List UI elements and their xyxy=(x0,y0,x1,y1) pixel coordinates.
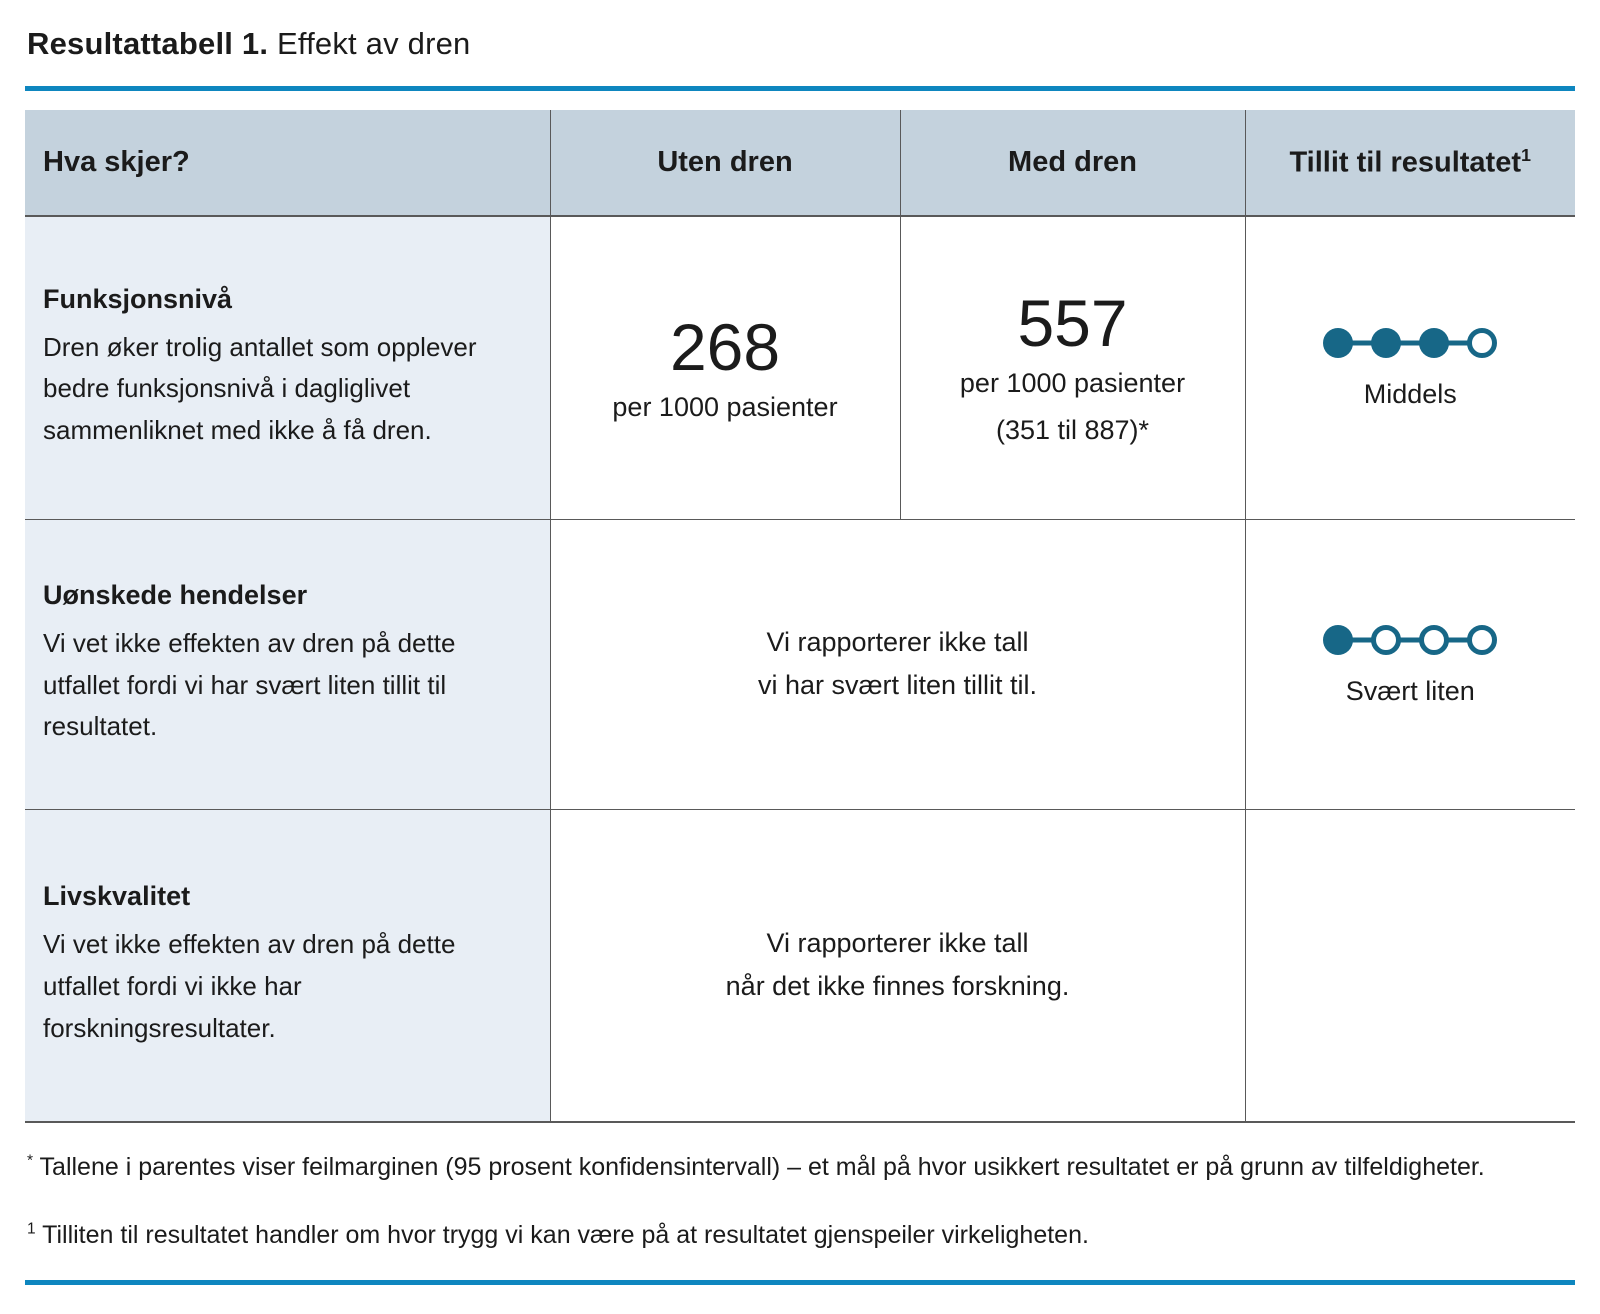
results-table: Hva skjer? Uten dren Med dren Tillit til… xyxy=(25,110,1575,1123)
no-research-note-cell: Vi rapporterer ikke tall når det ikke fi… xyxy=(550,809,1245,1123)
table-row-funksjonsniva: Funksjonsnivå Dren øker trolig antallet … xyxy=(25,216,1576,520)
page-title: Resultattabell 1. Effekt av dren xyxy=(27,26,1575,62)
table-number-label: Resultattabell 1. xyxy=(27,26,269,61)
footnote-one: 1 Tilliten til resultatet handler om hvo… xyxy=(27,1220,1089,1249)
outcome-cell-livskvalitet: Livskvalitet Vi vet ikke effekten av dre… xyxy=(25,809,551,1123)
footnote-asterisk: * Tallene i parentes viser feilmarginen … xyxy=(27,1152,1485,1181)
table-row-uonskede-hendelser: Uønskede hendelser Vi vet ikke effekten … xyxy=(25,519,1576,810)
without-drain-value-cell: 268 per 1000 pasienter xyxy=(550,216,901,520)
footnote-marker-1: 1 xyxy=(1521,145,1531,166)
confidence-label: Middels xyxy=(1363,379,1457,410)
table-subtitle: Effekt av dren xyxy=(276,26,471,61)
note-line-2: når det ikke finnes forskning. xyxy=(725,971,1070,1002)
confidence-dots-icon xyxy=(1246,325,1576,361)
outcome-description: Vi vet ikke effekten av dren på dette ut… xyxy=(43,628,456,742)
outcome-cell-funksjonsniva: Funksjonsnivå Dren øker trolig antallet … xyxy=(25,216,551,520)
with-drain-unit: per 1000 pasienter xyxy=(959,368,1186,399)
no-numbers-note-cell: Vi rapporterer ikke tall vi har svært li… xyxy=(550,519,1245,810)
footnote-one-marker: 1 xyxy=(27,1220,36,1238)
confidence-interval: (351 til 887)* xyxy=(995,415,1150,446)
outcome-heading: Funksjonsnivå xyxy=(43,283,233,314)
accent-rule-top xyxy=(25,86,1575,91)
footnote-asterisk-marker: * xyxy=(27,1152,34,1170)
outcome-cell-uonskede-hendelser: Uønskede hendelser Vi vet ikke effekten … xyxy=(25,519,551,810)
table-row-livskvalitet: Livskvalitet Vi vet ikke effekten av dre… xyxy=(25,809,1575,1123)
confidence-cell-funksjonsniva: Middels xyxy=(1244,216,1576,520)
outcome-description: Vi vet ikke effekten av dren på dette ut… xyxy=(43,929,456,1043)
column-header-with-drain: Med dren xyxy=(900,110,1245,217)
note-line-1: Vi rapporterer ikke tall xyxy=(766,626,1029,657)
column-header-what-happens: Hva skjer? xyxy=(25,110,551,217)
table-header-row: Hva skjer? Uten dren Med dren Tillit til… xyxy=(25,110,1575,217)
confidence-cell-uonskede-hendelser: Svært liten xyxy=(1244,519,1576,810)
note-line-1: Vi rapporterer ikke tall xyxy=(766,928,1029,959)
without-drain-value: 268 xyxy=(669,309,781,384)
outcome-heading: Uønskede hendelser xyxy=(43,580,308,611)
with-drain-value-cell: 557 per 1000 pasienter (351 til 887)* xyxy=(900,216,1245,520)
with-drain-value: 557 xyxy=(1017,286,1128,361)
column-header-confidence: Tillit til resultatet1 xyxy=(1244,110,1575,217)
confidence-label: Svært liten xyxy=(1345,675,1475,706)
confidence-cell-livskvalitet-empty xyxy=(1244,809,1575,1123)
accent-rule-bottom xyxy=(25,1280,1575,1285)
note-line-2: vi har svært liten tillit til. xyxy=(757,670,1038,700)
without-drain-unit: per 1000 pasienter xyxy=(612,391,838,422)
confidence-dots-icon xyxy=(1246,622,1576,658)
column-header-without-drain: Uten dren xyxy=(550,110,901,217)
outcome-description: Dren øker trolig antallet som opplever b… xyxy=(43,331,477,446)
outcome-heading: Livskvalitet xyxy=(43,881,191,912)
